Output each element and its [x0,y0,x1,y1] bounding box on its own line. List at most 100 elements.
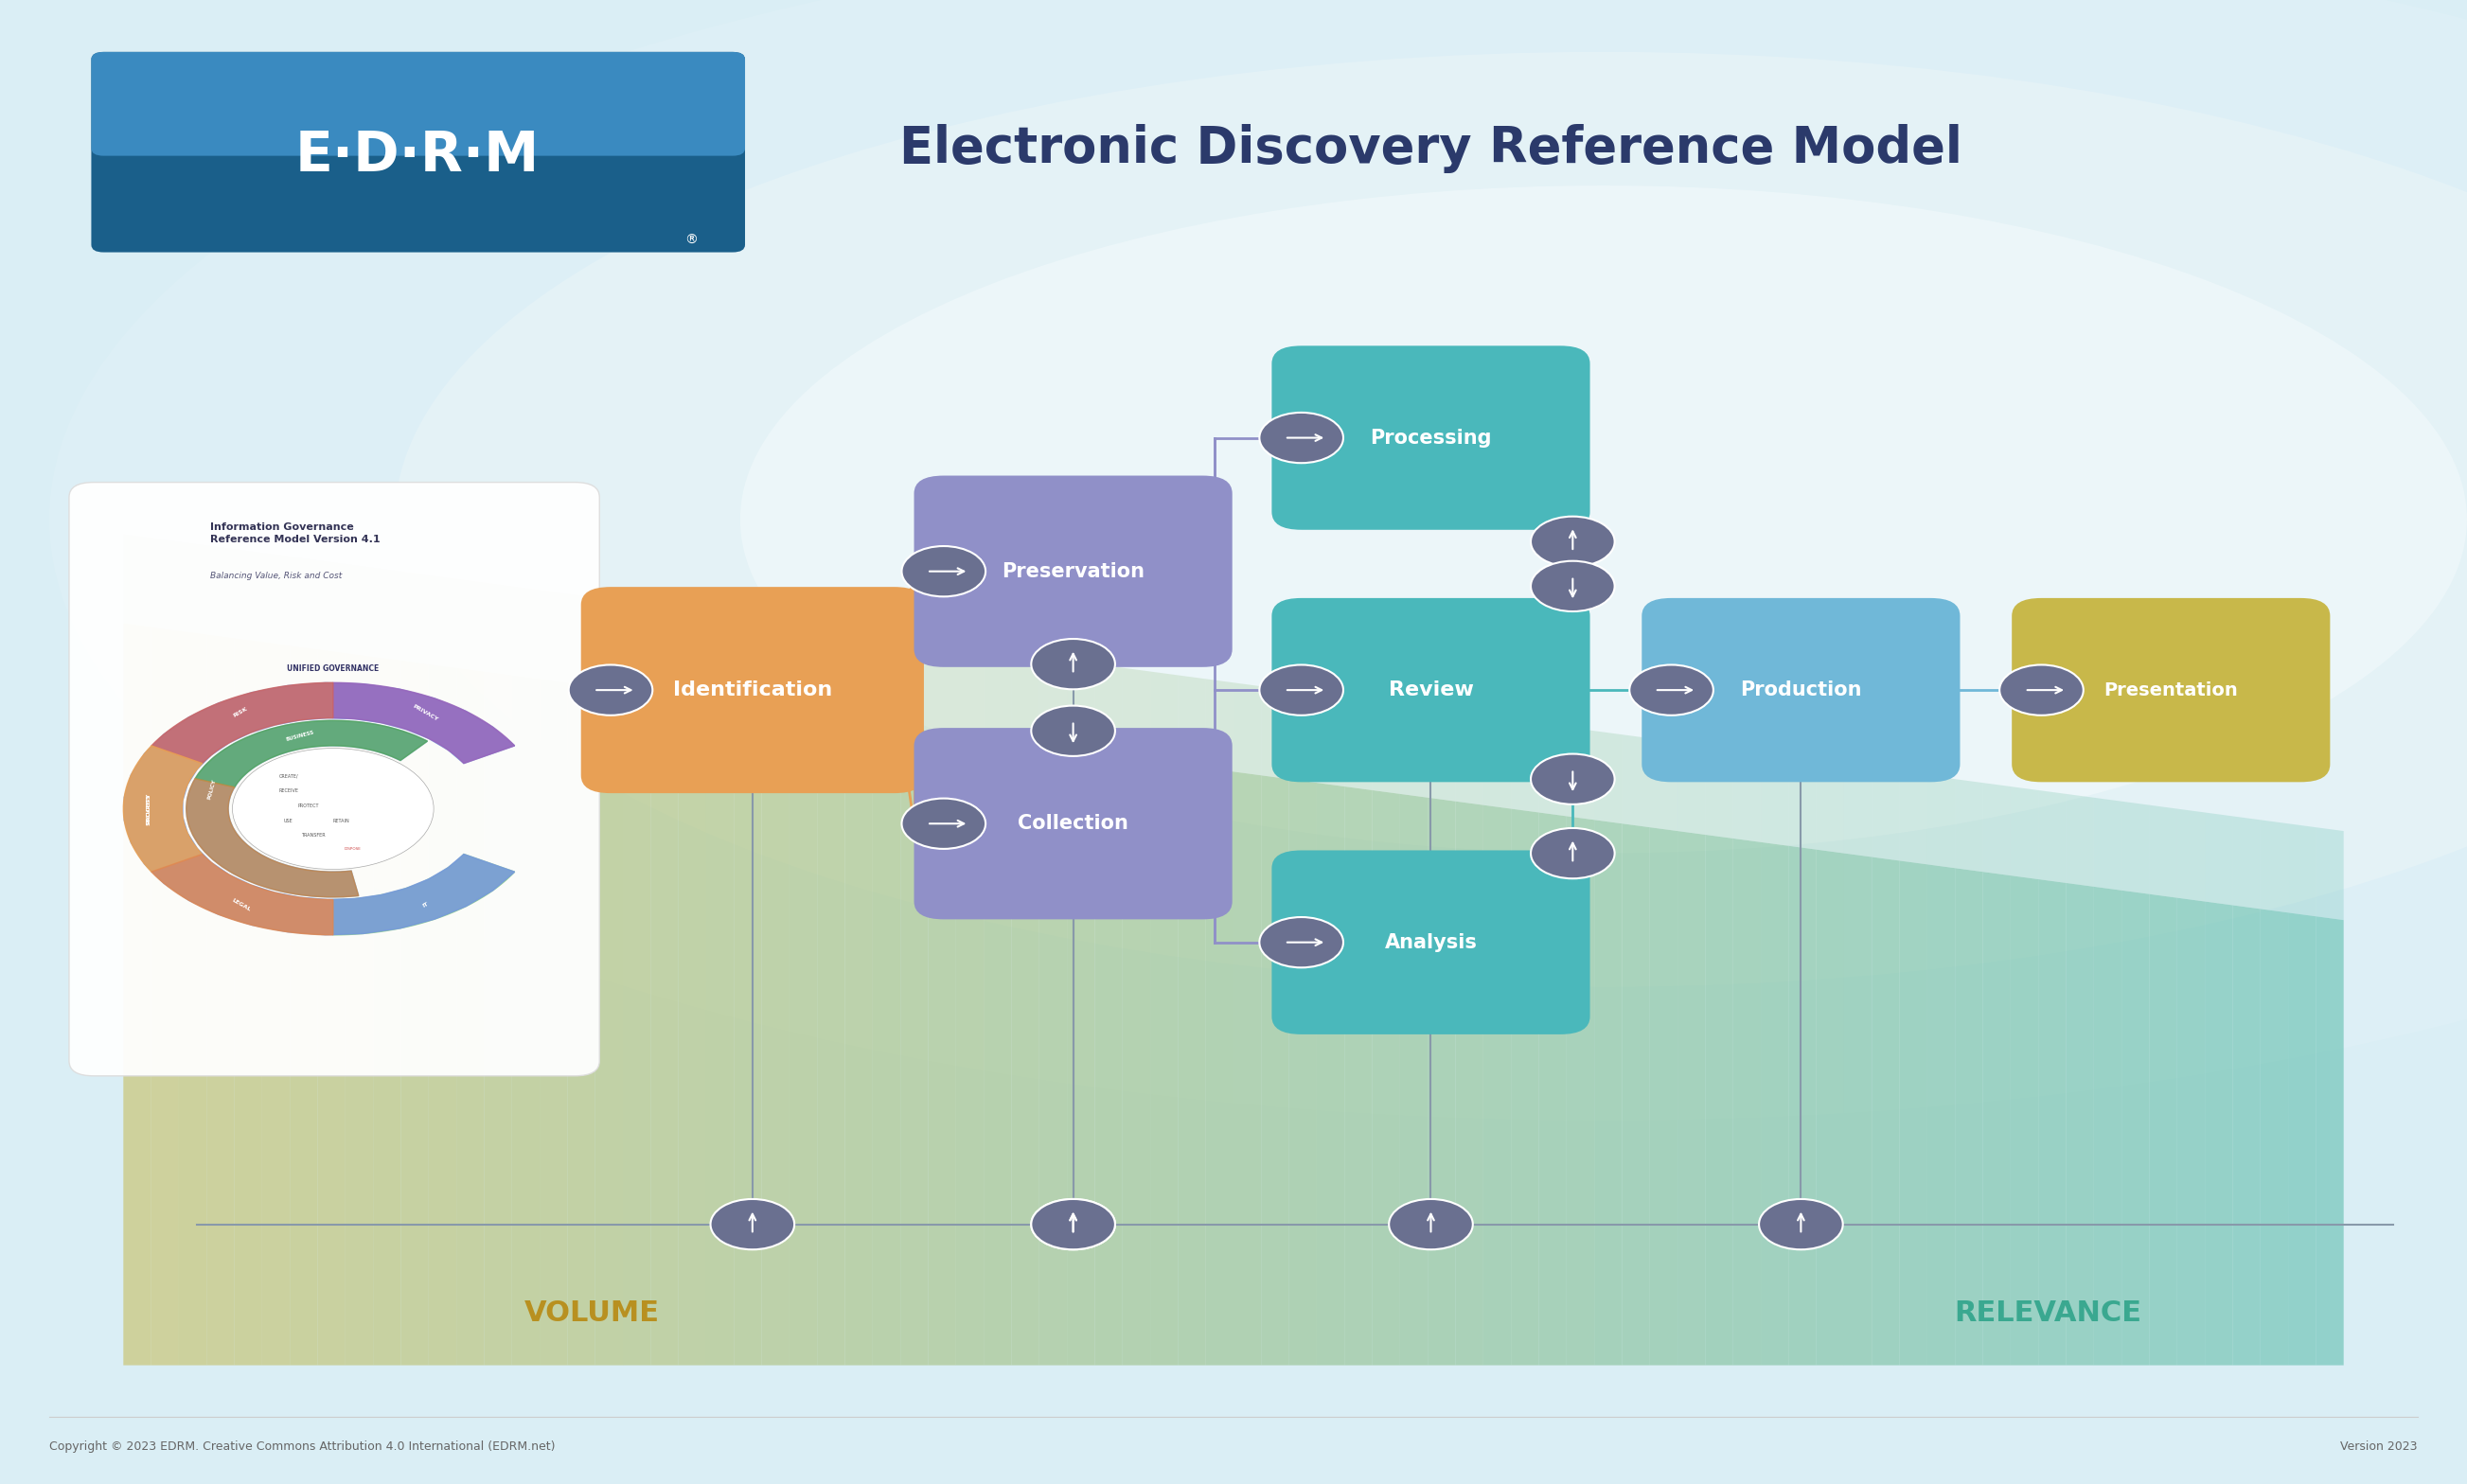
PathPatch shape [1261,776,1288,1365]
PathPatch shape [1594,819,1623,1365]
FancyBboxPatch shape [913,476,1231,668]
PathPatch shape [207,545,234,638]
PathPatch shape [1983,784,2011,876]
PathPatch shape [2094,887,2122,1365]
PathPatch shape [1261,686,1288,779]
PathPatch shape [1428,798,1456,1365]
PathPatch shape [1678,742,1705,834]
PathPatch shape [1954,868,1983,1365]
PathPatch shape [1816,849,1843,1365]
PathPatch shape [180,631,207,1365]
PathPatch shape [1095,754,1122,1365]
PathPatch shape [1510,720,1539,813]
PathPatch shape [123,534,150,628]
PathPatch shape [567,683,595,1365]
PathPatch shape [1705,834,1732,1365]
PathPatch shape [2289,824,2317,917]
PathPatch shape [400,660,429,1365]
FancyBboxPatch shape [1273,850,1589,1034]
Text: RISK: RISK [232,706,249,718]
Circle shape [903,798,984,849]
PathPatch shape [2149,806,2178,898]
Circle shape [710,1199,794,1250]
PathPatch shape [456,668,484,1365]
PathPatch shape [150,539,180,631]
PathPatch shape [429,665,456,1365]
PathPatch shape [262,641,291,1365]
PathPatch shape [1179,764,1206,1365]
PathPatch shape [1567,816,1594,1365]
PathPatch shape [291,646,318,1365]
PathPatch shape [651,605,678,697]
Text: Information Governance
Reference Model Version 4.1: Information Governance Reference Model V… [210,522,380,545]
PathPatch shape [1066,660,1095,754]
PathPatch shape [540,591,567,683]
PathPatch shape [540,680,567,1365]
FancyBboxPatch shape [1273,346,1589,530]
PathPatch shape [678,608,706,702]
PathPatch shape [2205,813,2233,905]
PathPatch shape [1011,653,1039,746]
PathPatch shape [123,623,150,1365]
Ellipse shape [395,52,2467,987]
PathPatch shape [1122,668,1150,761]
PathPatch shape [984,650,1011,742]
PathPatch shape [1039,745,1066,1365]
FancyBboxPatch shape [1643,598,1959,782]
PathPatch shape [1483,717,1510,809]
PathPatch shape [373,657,400,1365]
Polygon shape [150,855,333,935]
PathPatch shape [2178,898,2205,1365]
PathPatch shape [595,598,622,690]
Text: Version 2023: Version 2023 [2341,1441,2418,1453]
PathPatch shape [1816,761,1843,853]
PathPatch shape [2038,879,2067,1365]
Circle shape [1031,640,1115,690]
PathPatch shape [2233,816,2260,908]
PathPatch shape [817,628,844,720]
PathPatch shape [1039,657,1066,749]
PathPatch shape [291,556,318,650]
PathPatch shape [1845,764,1872,858]
Circle shape [232,748,434,870]
PathPatch shape [1011,742,1039,1365]
PathPatch shape [2289,913,2317,1365]
Circle shape [1031,1199,1115,1250]
PathPatch shape [1732,838,1761,1365]
PathPatch shape [1290,779,1317,1365]
FancyBboxPatch shape [1273,598,1589,782]
PathPatch shape [2067,883,2094,1365]
PathPatch shape [1732,749,1761,843]
PathPatch shape [873,635,900,727]
PathPatch shape [1290,690,1317,784]
PathPatch shape [1789,757,1816,849]
PathPatch shape [1567,727,1594,819]
PathPatch shape [262,554,291,646]
PathPatch shape [762,709,789,1365]
PathPatch shape [2205,901,2233,1365]
PathPatch shape [2178,809,2205,901]
PathPatch shape [928,732,957,1365]
PathPatch shape [1122,757,1150,1365]
PathPatch shape [318,561,345,653]
PathPatch shape [1623,735,1650,828]
PathPatch shape [2094,798,2122,890]
PathPatch shape [484,583,513,675]
PathPatch shape [2149,893,2178,1365]
Text: E·D·R·M: E·D·R·M [294,129,540,183]
Text: Presentation: Presentation [2104,681,2238,699]
PathPatch shape [844,631,873,724]
Text: TRANSFER: TRANSFER [301,833,326,838]
PathPatch shape [1401,705,1428,798]
PathPatch shape [706,702,735,1365]
PathPatch shape [567,594,595,686]
Text: Collection: Collection [1019,815,1127,833]
Ellipse shape [49,0,2467,1120]
PathPatch shape [651,695,678,1365]
PathPatch shape [1483,806,1510,1365]
Text: POLICY: POLICY [207,779,217,800]
PathPatch shape [1900,772,1927,864]
PathPatch shape [1095,665,1122,757]
PathPatch shape [2122,890,2149,1365]
PathPatch shape [345,564,373,657]
